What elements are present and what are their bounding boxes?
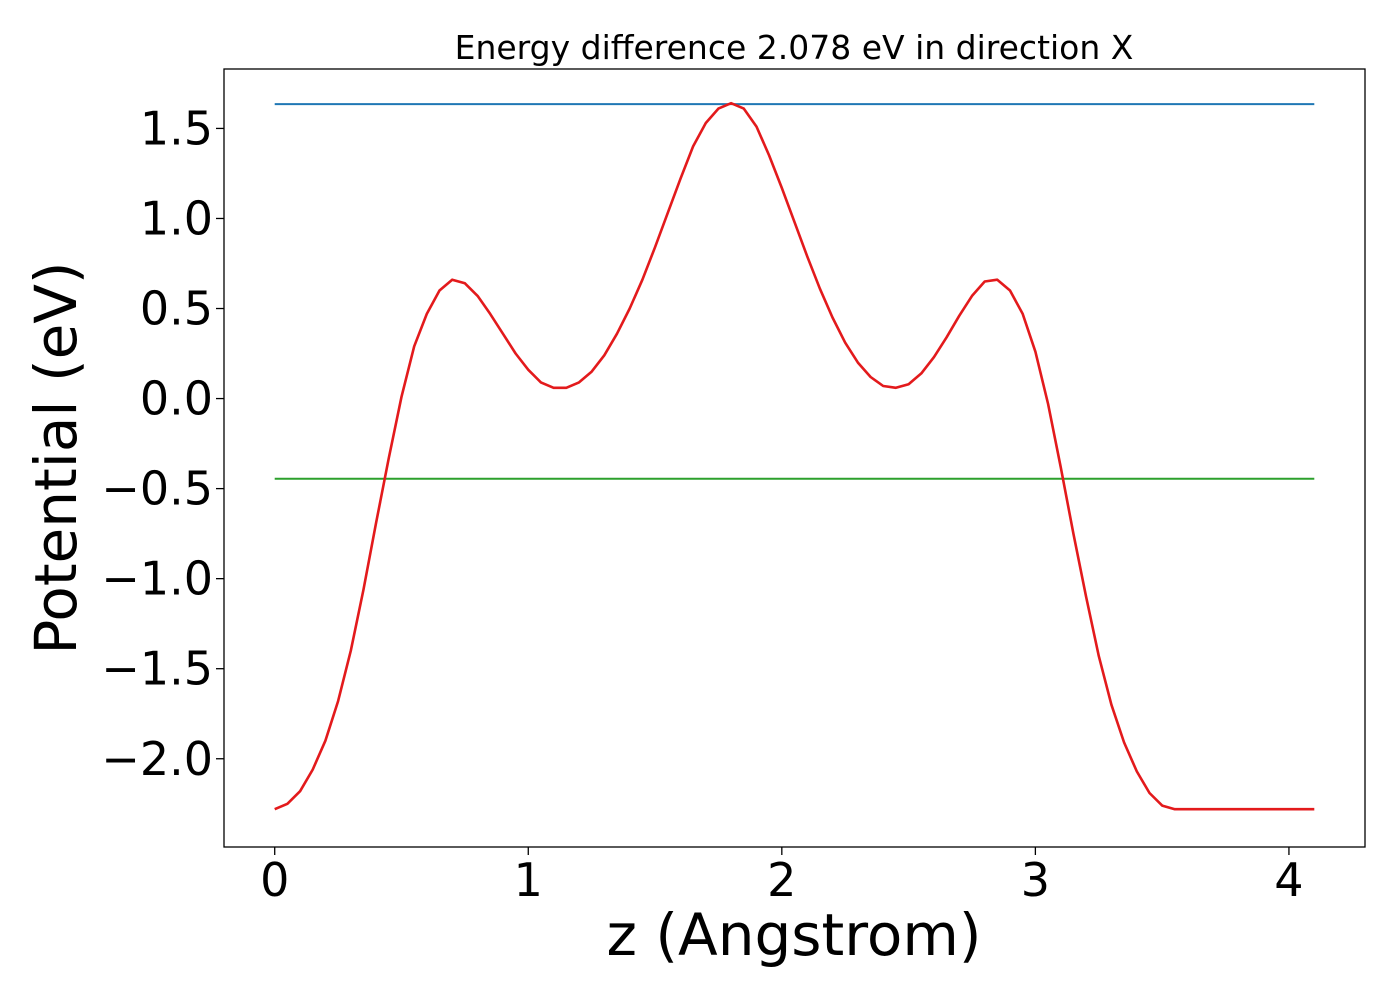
series-line-2 <box>274 101 1315 811</box>
plot-lines <box>274 101 1315 811</box>
y-tick-label: −1.5 <box>101 642 213 696</box>
x-axis-ticks: 0 1 2 3 4 <box>260 847 1304 907</box>
x-tick-label: 1 <box>514 853 543 907</box>
y-axis-label: Potential (eV) <box>22 261 90 654</box>
y-tick-label: 1.0 <box>140 191 213 245</box>
x-axis-label: z (Angstrom) <box>607 901 982 969</box>
x-tick-label: 3 <box>1021 853 1050 907</box>
y-tick-label: 0.0 <box>140 372 213 426</box>
y-tick-label: −2.0 <box>101 732 213 786</box>
x-tick-label: 0 <box>260 853 289 907</box>
x-tick-label: 4 <box>1274 853 1303 907</box>
y-axis-ticks: 1.5 1.0 0.5 0.0 −0.5 −1.0 −1.5 −2.0 <box>101 101 224 786</box>
plot-frame <box>223 68 1366 848</box>
y-tick-label: 0.5 <box>140 282 213 336</box>
y-tick-label: 1.5 <box>140 101 213 155</box>
y-tick-label: −1.0 <box>101 552 213 606</box>
x-tick-label: 2 <box>767 853 796 907</box>
y-tick-label: −0.5 <box>101 462 213 516</box>
chart-title: Energy difference 2.078 eV in direction … <box>455 28 1134 67</box>
